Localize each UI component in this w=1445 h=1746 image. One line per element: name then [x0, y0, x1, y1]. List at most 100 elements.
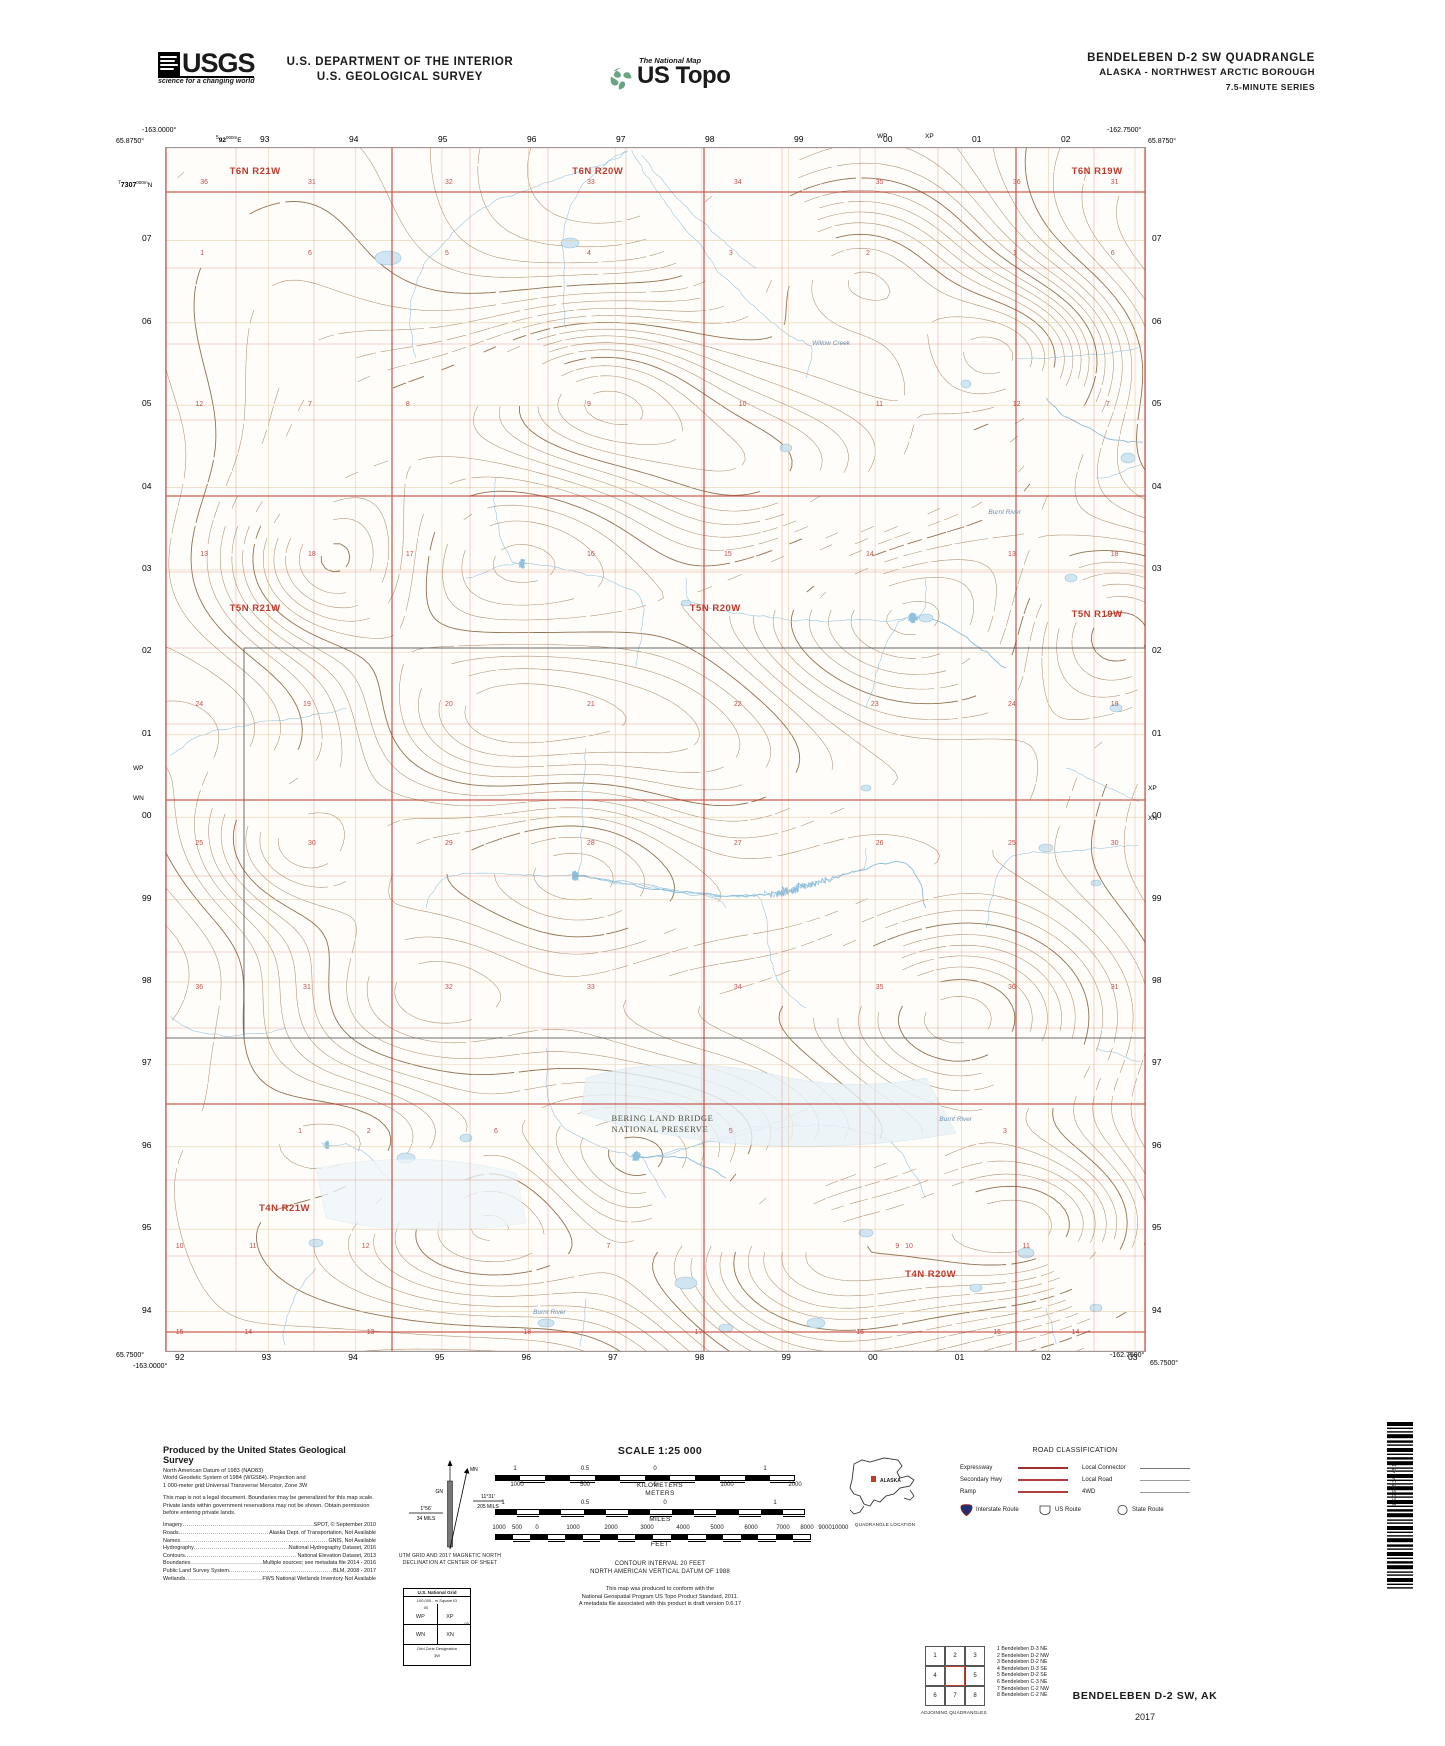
adjoining-cell: 3 — [965, 1646, 985, 1666]
source-value: Alaska Dept. of Transportation, Not Avai… — [269, 1530, 376, 1537]
scale-tick-label: 7000 — [776, 1525, 790, 1531]
road-class-right-column: Local Connector Local Road 4WD — [1082, 1462, 1190, 1498]
township-label: T5N R19W — [1071, 608, 1123, 620]
section-number: 25 — [195, 839, 204, 847]
svg-text:GN: GN — [436, 1489, 444, 1495]
source-value: National Hydrography Dataset, 2016 — [288, 1545, 376, 1552]
grid-zone-wp: WP — [133, 765, 144, 772]
map-frame[interactable]: T6N R21W T6N R20W T6N R19W T5N R21W T5N R20W… — [165, 147, 1146, 1352]
kilometer-unit-label: KILOMETERS — [637, 1482, 683, 1489]
road-classification-title: ROAD CLASSIFICATION — [1032, 1447, 1118, 1454]
utm-top-tick: 98 — [705, 134, 715, 144]
road-class-swatch — [1140, 1491, 1190, 1493]
usng-grid-zone-value: 3W — [434, 1653, 440, 1658]
utm-right-tick: 94 — [1152, 1304, 1162, 1315]
utm-bottom-tick: 02 — [1041, 1352, 1051, 1362]
utm-left-top-label: 77307000mN — [118, 180, 153, 190]
utm-left-tick: 96 — [142, 1139, 152, 1150]
section-number: 33 — [586, 179, 595, 187]
usng-cell-xn: XN — [446, 1632, 454, 1638]
utm-left-tick: 95 — [142, 1222, 152, 1233]
usng-grid-zone-label: Grid Zone Designation — [404, 1644, 470, 1652]
interstate-route-label: Interstate Route — [976, 1507, 1019, 1513]
meter-unit-label: METERS — [645, 1490, 675, 1497]
kilometer-scale-bar — [495, 1475, 795, 1483]
section-number: 36 — [1007, 984, 1016, 992]
state-label: ALASKA — [880, 1478, 901, 1484]
section-number: 11 — [1022, 1242, 1030, 1250]
scale-tick-label: 10000 — [831, 1525, 849, 1531]
road-class-row: Secondary Hwy — [960, 1474, 1068, 1486]
section-number: 1 — [298, 1128, 303, 1136]
mile-tick-labels: 1 0.5 0 1 — [495, 1500, 805, 1509]
conformance-line-1: This map was produced to conform with th… — [605, 1586, 715, 1592]
svg-text:34 MILS: 34 MILS — [417, 1516, 436, 1522]
township-label: T5N R21W — [229, 602, 281, 614]
alaska-outline-icon — [849, 1457, 915, 1515]
scale-bar-segment — [595, 1475, 620, 1481]
declination-caption: UTM GRID AND 2017 MAGNETIC NORTH DECLINA… — [387, 1553, 513, 1566]
scale-bar-segment — [565, 1534, 583, 1540]
township-label: T5N R20W — [689, 602, 741, 614]
river-label: Burnt River — [533, 1308, 566, 1316]
source-row: Wetlands................................… — [163, 1576, 376, 1584]
utm-bottom-tick: 92 — [175, 1352, 185, 1362]
national-map-globe-icon — [610, 68, 632, 90]
scale-bar-segment — [583, 1509, 606, 1515]
adjoining-list-item: 1 Bendeleben D-3 NE — [997, 1646, 1048, 1652]
grid-zone-xp-top: XP — [925, 133, 934, 140]
scale-bar-segment — [627, 1509, 650, 1515]
barcode-block: USGSX53424513 — [1381, 1420, 1417, 1590]
usng-tick-top: 00 — [423, 1605, 429, 1610]
section-number: 7 — [307, 400, 312, 408]
section-number: 32 — [445, 984, 453, 992]
grid-zone-wp-top: WP — [877, 133, 888, 140]
topographic-map-canvas[interactable] — [166, 148, 1145, 1351]
meter-tick-labels: 1000 500 0 1000 2000 — [495, 1482, 801, 1491]
utm-left-tick: 05 — [142, 398, 152, 409]
section-number: 18 — [307, 551, 316, 558]
scale-bar-segment — [645, 1475, 670, 1481]
section-number: 23 — [870, 701, 879, 709]
source-dots: ........................................… — [228, 1568, 333, 1574]
section-number: 25 — [1007, 839, 1016, 847]
utm-right-tick: 98 — [1152, 974, 1162, 985]
corner-nw-longitude: -163.0000° — [142, 127, 177, 134]
river-label: Willow Creek — [812, 340, 850, 348]
scale-tick-label: 6000 — [744, 1525, 758, 1531]
grid-zone-xn: XN — [1148, 815, 1158, 822]
utm-bottom-tick: 93 — [261, 1352, 272, 1362]
section-number: 35 — [875, 179, 884, 187]
scale-tick-label: 0.5 — [580, 1466, 590, 1472]
adjoining-cell: 1 — [925, 1646, 945, 1666]
svg-text:MN: MN — [470, 1467, 478, 1473]
source-value: GNIS, Not Available — [328, 1537, 376, 1544]
scale-tick-label: 0 — [535, 1525, 539, 1531]
section-number: 26 — [875, 839, 884, 847]
utm-top-first-label: 592000mE — [216, 135, 242, 145]
usgs-wordmark: USGS — [182, 48, 256, 78]
quadrangle-location-marker — [871, 1476, 876, 1482]
source-label: Boundaries — [163, 1560, 191, 1567]
utm-right-tick: 02 — [1152, 645, 1162, 656]
quadrangle-title-block: BENDELEBEN D-2 SW QUADRANGLE ALASKA - NO… — [955, 50, 1315, 94]
section-number: 3 — [728, 250, 733, 258]
utm-right-tick: 05 — [1152, 398, 1162, 409]
section-number: 16 — [856, 1329, 864, 1337]
scale-title: SCALE 1:25 000 — [617, 1445, 703, 1457]
section-number: 17 — [694, 1329, 703, 1337]
department-title: U.S. DEPARTMENT OF THE INTERIOR U.S. GEO… — [250, 55, 550, 85]
utm-left-tick: 03 — [142, 562, 152, 573]
credits-block: Produced by the United States Geological… — [163, 1445, 376, 1583]
utm-left-tick: 01 — [142, 727, 152, 738]
svg-text:11°31': 11°31' — [481, 1494, 495, 1500]
source-label: Wetlands — [163, 1575, 186, 1582]
scale-bar-segment — [495, 1509, 518, 1515]
section-number: 6 — [307, 250, 312, 258]
section-number: 7 — [1105, 400, 1110, 408]
svg-text:205 MILS: 205 MILS — [477, 1504, 499, 1510]
scale-tick-label: 1 — [763, 1466, 767, 1472]
footer-year: 2017 — [1134, 1712, 1156, 1722]
section-number: 30 — [1110, 839, 1119, 847]
us-route-legend: US Route — [1038, 1504, 1112, 1516]
